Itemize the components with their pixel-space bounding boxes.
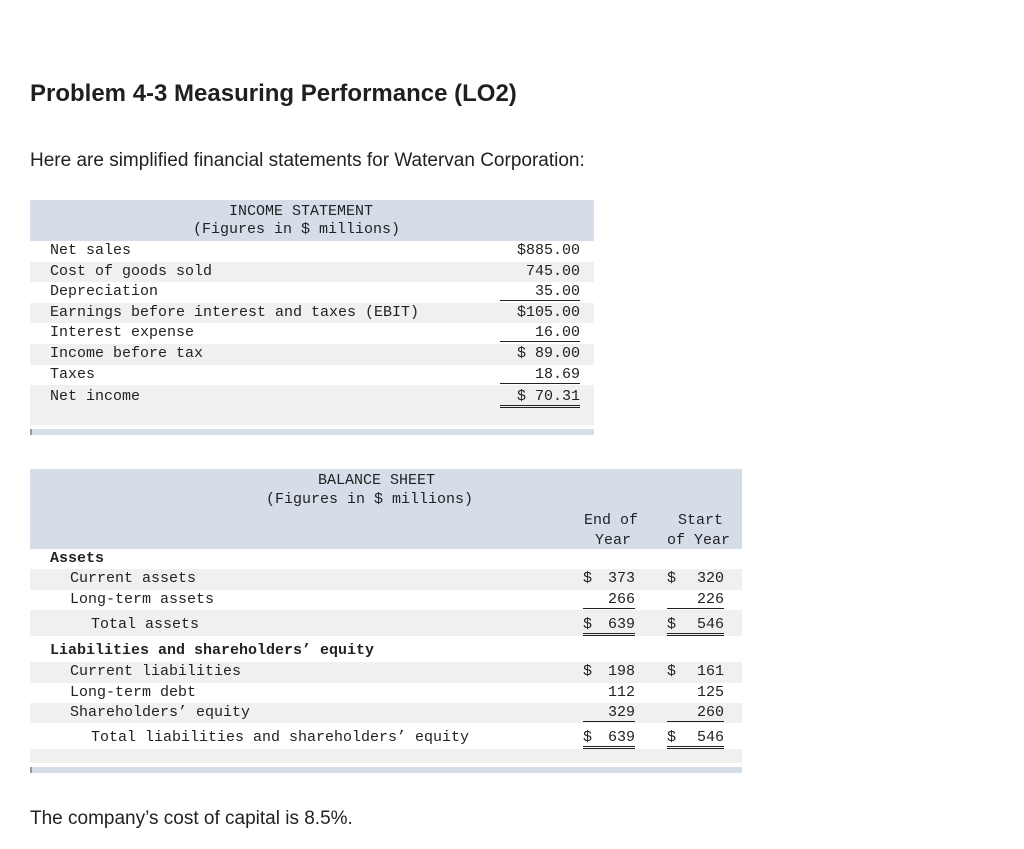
row-label: Long-term debt bbox=[70, 683, 197, 701]
start-of-year-value: $546 bbox=[667, 729, 724, 750]
start-of-year-value: 260 bbox=[667, 704, 724, 722]
row-label: Net income bbox=[50, 388, 141, 406]
table-row: Cost of goods sold 745.00 bbox=[30, 261, 594, 283]
row-value: 16.00 bbox=[500, 324, 580, 343]
row-label: Total liabilities and shareholders’ equi… bbox=[91, 729, 470, 747]
end-of-year-value: 329 bbox=[583, 704, 635, 722]
start-of-year-value: $320 bbox=[667, 570, 724, 588]
row-value: $ 70.31 bbox=[500, 388, 580, 409]
table-row: Net income $ 70.31 bbox=[30, 385, 594, 410]
section-label: Liabilities and shareholders’ equity bbox=[50, 642, 375, 660]
row-label: Current liabilities bbox=[70, 663, 242, 681]
end-of-year-value: $639 bbox=[583, 616, 635, 637]
start-of-year-value: $546 bbox=[667, 616, 724, 637]
row-label: Long-term assets bbox=[70, 590, 215, 608]
row-label: Cost of goods sold bbox=[50, 262, 213, 280]
row-label: Earnings before interest and taxes (EBIT… bbox=[50, 303, 420, 321]
table-row: Current assets $373 $320 bbox=[30, 569, 742, 590]
row-label: Depreciation bbox=[50, 283, 159, 301]
row-value: $885.00 bbox=[516, 242, 580, 259]
start-of-year-value: 226 bbox=[667, 591, 724, 609]
table-scrollbar[interactable] bbox=[30, 429, 594, 436]
end-of-year-value: 112 bbox=[607, 683, 635, 701]
cost-of-capital-note: The company’s cost of capital is 8.5%. bbox=[30, 808, 353, 829]
row-value: 35.00 bbox=[500, 283, 580, 302]
row-label: Shareholders’ equity bbox=[70, 703, 251, 721]
table-row: Depreciation 35.00 bbox=[30, 282, 594, 303]
row-value: 745.00 bbox=[525, 262, 580, 280]
balance-sheet-subheading: (Figures in $ millions) bbox=[266, 491, 474, 508]
table-row: Income before tax $ 89.00 bbox=[30, 343, 594, 365]
table-row: Net sales $885.00 bbox=[30, 241, 594, 262]
table-row: Current liabilities $198 $161 bbox=[30, 662, 742, 683]
intro-text: Here are simplified financial statements… bbox=[30, 150, 585, 171]
balance-sheet-header: BALANCE SHEET (Figures in $ millions) En… bbox=[30, 469, 742, 549]
table-scrollbar[interactable] bbox=[30, 767, 742, 774]
table-row: Shareholders’ equity 329 260 bbox=[30, 702, 742, 724]
section-label: Assets bbox=[50, 550, 105, 567]
table-row: Long-term assets 266 226 bbox=[30, 590, 742, 610]
row-label: Total assets bbox=[91, 616, 200, 634]
section-header-assets: Assets bbox=[30, 549, 742, 569]
table-row: Total liabilities and shareholders’ equi… bbox=[30, 723, 742, 750]
table-row: Interest expense 16.00 bbox=[30, 323, 594, 344]
income-statement-heading: INCOME STATEMENT bbox=[229, 203, 374, 220]
income-statement-subheading: (Figures in $ millions) bbox=[193, 221, 401, 238]
page-title: Problem 4-3 Measuring Performance (LO2) bbox=[30, 80, 517, 107]
balance-sheet-table: BALANCE SHEET (Figures in $ millions) En… bbox=[30, 469, 742, 774]
income-statement-table: INCOME STATEMENT (Figures in $ millions)… bbox=[30, 200, 594, 436]
balance-sheet-heading: BALANCE SHEET bbox=[318, 472, 436, 489]
row-value: 18.69 bbox=[500, 366, 580, 384]
row-label: Income before tax bbox=[50, 344, 204, 362]
end-of-year-value: $198 bbox=[583, 663, 635, 681]
row-value: $105.00 bbox=[516, 303, 580, 321]
end-of-year-value: $373 bbox=[583, 570, 635, 588]
column-header-end-of-year: Year bbox=[595, 532, 632, 549]
table-spacer bbox=[30, 409, 594, 426]
column-header-end-of-year: End of bbox=[584, 512, 639, 529]
row-label: Taxes bbox=[50, 365, 96, 383]
table-spacer bbox=[30, 749, 742, 764]
table-row: Long-term debt 112 125 bbox=[30, 683, 742, 703]
row-label: Net sales bbox=[50, 242, 132, 259]
table-row: Earnings before interest and taxes (EBIT… bbox=[30, 302, 594, 324]
row-label: Interest expense bbox=[50, 324, 195, 342]
end-of-year-value: 266 bbox=[583, 591, 635, 609]
column-header-start-of-year: Start bbox=[678, 512, 724, 529]
table-row: Taxes 18.69 bbox=[30, 365, 594, 386]
section-header-liabilities: Liabilities and shareholders’ equity bbox=[30, 636, 742, 662]
start-of-year-value: 125 bbox=[696, 683, 724, 701]
column-header-start-of-year: of Year bbox=[667, 532, 731, 549]
start-of-year-value: $161 bbox=[667, 663, 724, 681]
end-of-year-value: $639 bbox=[583, 729, 635, 750]
income-statement-header: INCOME STATEMENT (Figures in $ millions) bbox=[30, 200, 594, 241]
table-row: Total assets $639 $546 bbox=[30, 610, 742, 637]
row-label: Current assets bbox=[70, 570, 197, 588]
row-value: $ 89.00 bbox=[516, 344, 580, 362]
